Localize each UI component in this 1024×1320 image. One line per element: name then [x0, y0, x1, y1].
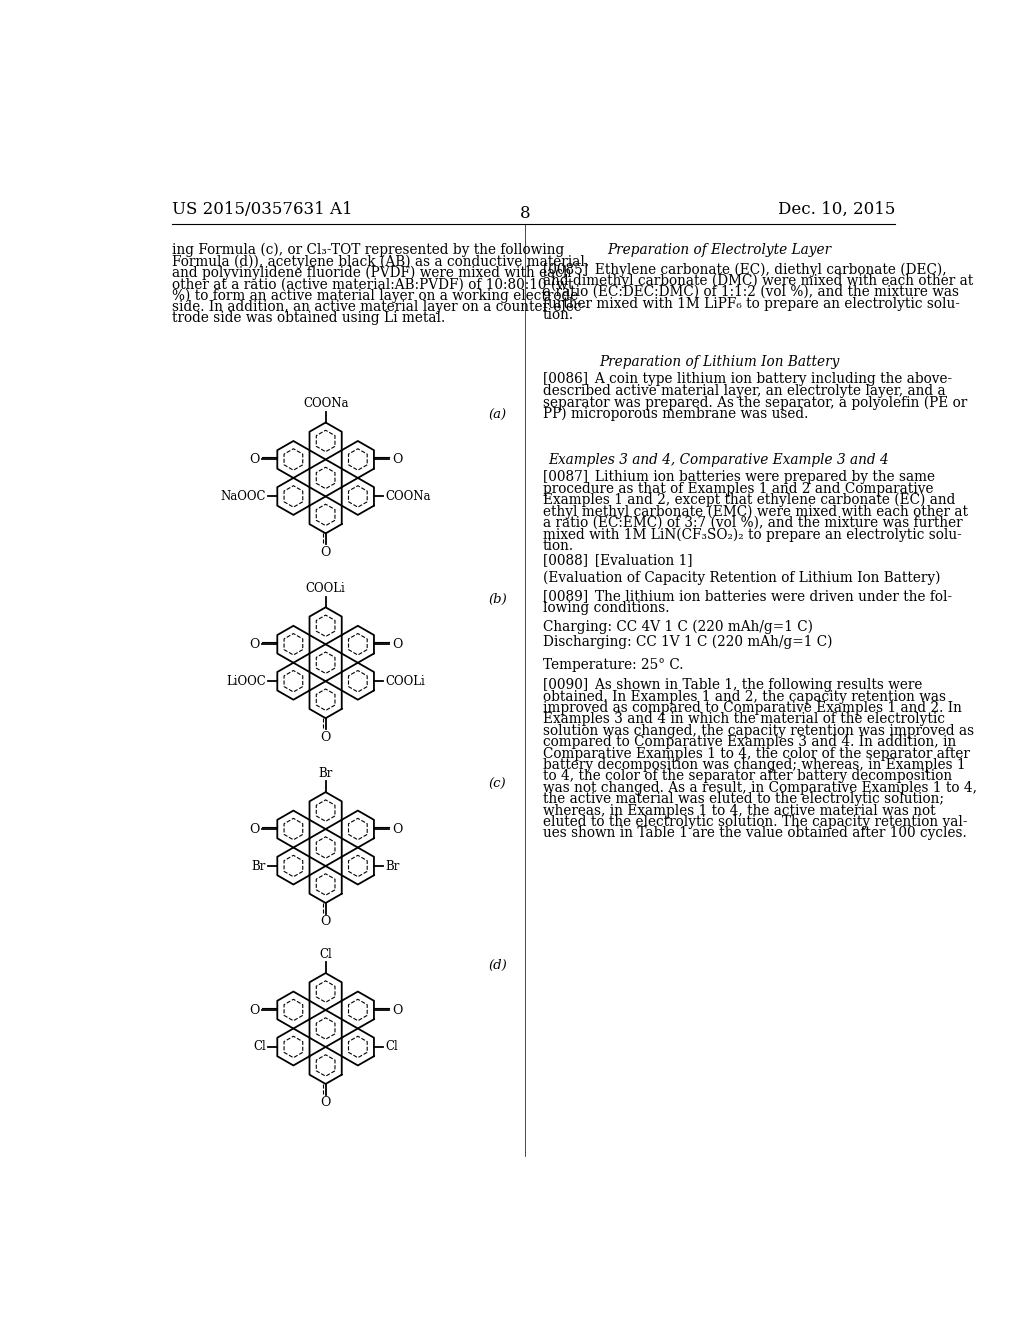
Text: to 4, the color of the separator after battery decomposition: to 4, the color of the separator after b… — [543, 770, 951, 783]
Text: lowing conditions.: lowing conditions. — [543, 601, 669, 615]
Text: O: O — [321, 1096, 331, 1109]
Text: Dec. 10, 2015: Dec. 10, 2015 — [778, 201, 895, 218]
Text: O: O — [392, 638, 402, 651]
Text: [0087] Lithium ion batteries were prepared by the same: [0087] Lithium ion batteries were prepar… — [543, 470, 935, 484]
Text: (d): (d) — [488, 960, 507, 973]
Text: Discharging: CC 1V 1 C (220 mAh/g=1 C): Discharging: CC 1V 1 C (220 mAh/g=1 C) — [543, 635, 833, 649]
Text: the active material was eluted to the electrolytic solution;: the active material was eluted to the el… — [543, 792, 944, 807]
Text: O: O — [392, 822, 402, 836]
Text: procedure as that of Examples 1 and 2 and Comparative: procedure as that of Examples 1 and 2 an… — [543, 482, 933, 495]
Text: Cl: Cl — [319, 948, 332, 961]
Text: [0085] Ethylene carbonate (EC), diethyl carbonate (DEC),: [0085] Ethylene carbonate (EC), diethyl … — [543, 263, 946, 277]
Text: (b): (b) — [488, 594, 507, 606]
Text: O: O — [321, 915, 331, 928]
Text: ues shown in Table 1 are the value obtained after 100 cycles.: ues shown in Table 1 are the value obtai… — [543, 826, 967, 841]
Text: (a): (a) — [488, 409, 507, 421]
Text: [0089] The lithium ion batteries were driven under the fol-: [0089] The lithium ion batteries were dr… — [543, 590, 951, 603]
Text: obtained. In Examples 1 and 2, the capacity retention was: obtained. In Examples 1 and 2, the capac… — [543, 689, 945, 704]
Text: Charging: CC 4V 1 C (220 mAh/g=1 C): Charging: CC 4V 1 C (220 mAh/g=1 C) — [543, 619, 813, 634]
Text: Preparation of Electrolyte Layer: Preparation of Electrolyte Layer — [607, 243, 831, 257]
Text: COOLi: COOLi — [386, 675, 425, 688]
Text: was not changed. As a result, in Comparative Examples 1 to 4,: was not changed. As a result, in Compara… — [543, 780, 977, 795]
Text: O: O — [249, 1003, 259, 1016]
Text: Cl: Cl — [386, 1040, 398, 1053]
Text: Preparation of Lithium Ion Battery: Preparation of Lithium Ion Battery — [599, 355, 839, 368]
Text: [0086] A coin type lithium ion battery including the above-: [0086] A coin type lithium ion battery i… — [543, 372, 951, 387]
Text: described active material layer, an electrolyte layer, and a: described active material layer, an elec… — [543, 384, 945, 397]
Text: and dimethyl carbonate (DMC) were mixed with each other at: and dimethyl carbonate (DMC) were mixed … — [543, 273, 973, 288]
Text: ethyl methyl carbonate (EMC) were mixed with each other at: ethyl methyl carbonate (EMC) were mixed … — [543, 504, 968, 519]
Text: separator was prepared. As the separator, a polyolefin (PE or: separator was prepared. As the separator… — [543, 395, 967, 409]
Text: whereas, in Examples 1 to 4, the active material was not: whereas, in Examples 1 to 4, the active … — [543, 804, 935, 817]
Text: Br: Br — [251, 859, 265, 873]
Text: mixed with 1M LiN(CF₃SO₂)₂ to prepare an electrolytic solu-: mixed with 1M LiN(CF₃SO₂)₂ to prepare an… — [543, 527, 962, 541]
Text: Br: Br — [318, 767, 333, 780]
Text: %) to form an active material layer on a working electrode: %) to form an active material layer on a… — [172, 289, 579, 304]
Text: and polyvinylidene fluoride (PVDF) were mixed with each: and polyvinylidene fluoride (PVDF) were … — [172, 265, 571, 280]
Text: [0090] As shown in Table 1, the following results were: [0090] As shown in Table 1, the followin… — [543, 678, 922, 692]
Text: ing Formula (c), or Cl₃-TOT represented by the following: ing Formula (c), or Cl₃-TOT represented … — [172, 243, 564, 257]
Text: O: O — [249, 453, 259, 466]
Text: COONa: COONa — [303, 397, 348, 411]
Text: a ratio (EC:DEC:DMC) of 1:1:2 (vol %), and the mixture was: a ratio (EC:DEC:DMC) of 1:1:2 (vol %), a… — [543, 285, 958, 300]
Text: tion.: tion. — [543, 539, 573, 553]
Text: improved as compared to Comparative Examples 1 and 2. In: improved as compared to Comparative Exam… — [543, 701, 962, 715]
Text: O: O — [392, 453, 402, 466]
Text: solution was changed, the capacity retention was improved as: solution was changed, the capacity reten… — [543, 723, 974, 738]
Text: Examples 1 and 2, except that ethylene carbonate (EC) and: Examples 1 and 2, except that ethylene c… — [543, 494, 955, 507]
Text: Cl: Cl — [253, 1040, 265, 1053]
Text: Examples 3 and 4 in which the material of the electrolytic: Examples 3 and 4 in which the material o… — [543, 713, 944, 726]
Text: Br: Br — [386, 859, 400, 873]
Text: side. In addition, an active material layer on a counter elec-: side. In addition, an active material la… — [172, 300, 587, 314]
Text: O: O — [321, 545, 331, 558]
Text: (Evaluation of Capacity Retention of Lithium Ion Battery): (Evaluation of Capacity Retention of Lit… — [543, 570, 940, 585]
Text: battery decomposition was changed; whereas, in Examples 1: battery decomposition was changed; where… — [543, 758, 966, 772]
Text: (c): (c) — [488, 779, 506, 791]
Text: Temperature: 25° C.: Temperature: 25° C. — [543, 659, 683, 672]
Text: COONa: COONa — [386, 490, 431, 503]
Text: Examples 3 and 4, Comparative Example 3 and 4: Examples 3 and 4, Comparative Example 3 … — [549, 453, 889, 466]
Text: further mixed with 1M LiPF₆ to prepare an electrolytic solu-: further mixed with 1M LiPF₆ to prepare a… — [543, 297, 959, 310]
Text: NaOOC: NaOOC — [220, 490, 265, 503]
Text: Comparative Examples 1 to 4, the color of the separator after: Comparative Examples 1 to 4, the color o… — [543, 747, 970, 760]
Text: O: O — [249, 822, 259, 836]
Text: Formula (d)), acetylene black (AB) as a conductive material,: Formula (d)), acetylene black (AB) as a … — [172, 255, 590, 269]
Text: US 2015/0357631 A1: US 2015/0357631 A1 — [172, 201, 353, 218]
Text: [0088] [Evaluation 1]: [0088] [Evaluation 1] — [543, 553, 692, 568]
Text: 8: 8 — [519, 205, 530, 222]
Text: trode side was obtained using Li metal.: trode side was obtained using Li metal. — [172, 312, 445, 326]
Text: compared to Comparative Examples 3 and 4. In addition, in: compared to Comparative Examples 3 and 4… — [543, 735, 955, 750]
Text: O: O — [321, 730, 331, 743]
Text: O: O — [392, 1003, 402, 1016]
Text: LiOOC: LiOOC — [226, 675, 265, 688]
Text: eluted to the electrolytic solution. The capacity retention val-: eluted to the electrolytic solution. The… — [543, 814, 967, 829]
Text: O: O — [249, 638, 259, 651]
Text: a ratio (EC:EMC) of 3:7 (vol %), and the mixture was further: a ratio (EC:EMC) of 3:7 (vol %), and the… — [543, 516, 963, 529]
Text: tion.: tion. — [543, 308, 573, 322]
Text: PP) microporous membrane was used.: PP) microporous membrane was used. — [543, 407, 808, 421]
Text: COOLi: COOLi — [306, 582, 345, 595]
Text: other at a ratio (active material:AB:PVDF) of 10:80:10 (wt: other at a ratio (active material:AB:PVD… — [172, 277, 573, 292]
